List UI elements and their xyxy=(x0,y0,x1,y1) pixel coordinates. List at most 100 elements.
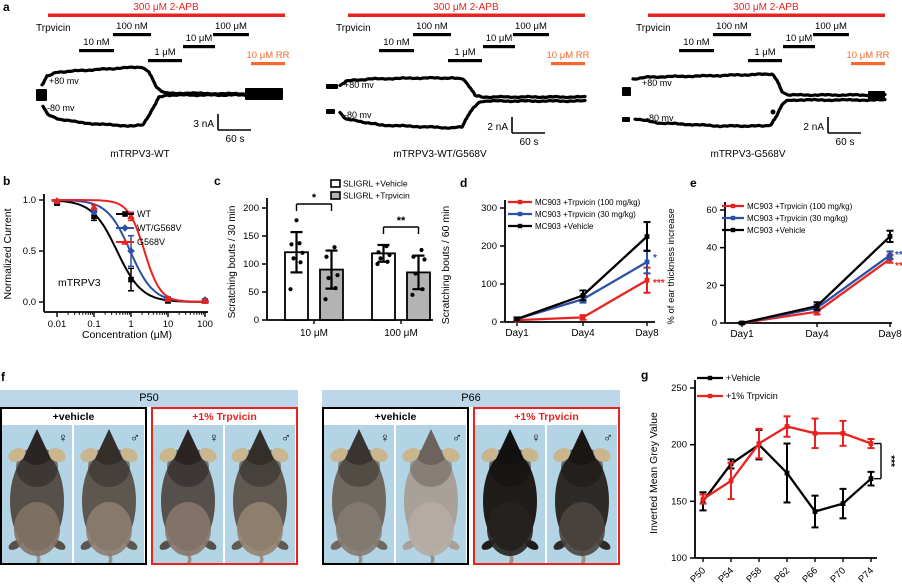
data-point xyxy=(333,285,338,291)
mouse-photo: ♂ xyxy=(74,425,144,563)
concentration-bar xyxy=(448,59,482,63)
data-point xyxy=(376,250,381,255)
concentration-bar xyxy=(379,49,414,53)
rr-bar xyxy=(251,62,285,66)
legend-label: WT/G568V xyxy=(137,223,182,233)
trace-negative xyxy=(633,97,887,129)
trace-block xyxy=(622,87,631,96)
data-point xyxy=(410,292,415,297)
y-axis-title: % of ear thickness increase xyxy=(666,208,677,324)
marker xyxy=(644,259,650,265)
marker xyxy=(784,470,790,476)
mouse-rump xyxy=(165,502,211,556)
treatment-label: +1% Trpvicin xyxy=(514,411,579,423)
apb-label: 300 μM 2-APB xyxy=(433,2,499,13)
marker xyxy=(730,203,736,209)
panel-label-g: g xyxy=(641,368,649,382)
marker xyxy=(164,295,172,302)
concentration-bar xyxy=(513,33,549,37)
legend-label: MC903 +Trpvicin (100 mg/kg) xyxy=(535,198,641,207)
legend-label: G568V xyxy=(137,237,165,247)
panel-label-a: a xyxy=(3,0,10,14)
significance-label: *** xyxy=(885,455,896,467)
panel-label-d: d xyxy=(460,176,468,190)
scale-current-label: 2 nA xyxy=(487,122,508,133)
y-tick-label: 200 xyxy=(243,203,259,214)
marker xyxy=(868,476,874,482)
data-point xyxy=(326,275,331,281)
concentration-label: 10 μM xyxy=(486,33,513,44)
apb-bar xyxy=(348,13,585,17)
marker xyxy=(887,233,893,239)
y-tick-label: 200 xyxy=(671,440,687,451)
concentration-label: 100 nM xyxy=(116,21,148,32)
mouse-ear xyxy=(481,447,499,463)
data-point xyxy=(413,271,418,276)
marker xyxy=(840,501,846,506)
drug-label: Trpvicin xyxy=(36,23,71,34)
legend-label: MC903 +Trpvicin (30 mg/kg) xyxy=(535,210,636,219)
mouse-photo: ♀ xyxy=(324,425,394,563)
significance-label: *** xyxy=(895,250,902,261)
scale-time-label: 60 s xyxy=(226,134,245,145)
concentration-bar xyxy=(813,33,849,37)
marker xyxy=(728,478,734,484)
x-tick-label: 10 μM xyxy=(300,328,328,339)
mouse-head xyxy=(95,429,123,465)
data-point xyxy=(385,259,390,264)
concentration-label: 100 μM xyxy=(215,21,247,32)
concentration-label: 1 μM xyxy=(754,47,775,58)
x-tick-label: Day4 xyxy=(571,328,595,339)
mouse-ear xyxy=(231,447,249,463)
panel-label-c: c xyxy=(214,174,221,188)
trace-negative xyxy=(41,92,248,128)
marker xyxy=(756,441,762,446)
concentration-bar xyxy=(713,33,751,37)
mouse-ear xyxy=(120,447,138,463)
x-tick-label: Day8 xyxy=(878,329,902,340)
mouse-rump xyxy=(559,502,605,556)
treatment-subpanel: +vehicle ♀ ♂ xyxy=(322,407,469,565)
concentration-bar xyxy=(748,59,782,63)
mouse-head xyxy=(568,429,596,465)
apb-bar xyxy=(48,13,285,17)
y-axis-title: Normalized Current xyxy=(2,208,14,299)
marker xyxy=(784,424,790,429)
sex-symbol: ♀ xyxy=(58,430,68,445)
x-axis-title: Concentration (μM) xyxy=(82,329,172,341)
y-tick-label: 1.0 xyxy=(23,195,36,206)
concentration-label: 100 nM xyxy=(716,21,748,32)
data-point xyxy=(288,287,293,292)
concentration-label: 10 nM xyxy=(683,37,709,48)
marker xyxy=(121,238,129,245)
y-tick-label: 20 xyxy=(706,280,717,291)
y-tick-label: 0.0 xyxy=(23,297,36,308)
panel-label-b: b xyxy=(3,174,11,188)
drug-label: Trpvicin xyxy=(336,23,371,34)
concentration-bar xyxy=(679,49,714,53)
y-tick-label: 150 xyxy=(243,231,259,242)
marker xyxy=(707,375,713,381)
data-point xyxy=(378,256,383,261)
marker xyxy=(700,496,706,502)
mouse-ear xyxy=(370,447,388,463)
marker xyxy=(53,197,61,204)
scale-time-label: 60 s xyxy=(836,137,855,148)
marker xyxy=(517,211,523,217)
panel-label-f: f xyxy=(1,370,5,384)
marker xyxy=(868,441,874,446)
mouse-ear xyxy=(80,447,98,463)
trace-panel-mtrpv3-wt-g568v: 300 μM 2-APB Trpvicin 10 nM 100 nM 1 μM 10 μM… xyxy=(326,2,590,160)
photo-row: ♀ ♂ xyxy=(324,425,467,563)
sex-symbol: ♀ xyxy=(380,430,390,445)
significance-label: * xyxy=(653,253,657,264)
mouse-head xyxy=(496,429,524,465)
concentration-bar xyxy=(783,45,815,49)
sex-symbol: ♀ xyxy=(531,430,541,445)
mouse-photo: ♀ xyxy=(2,425,72,563)
x-tick-label: Day1 xyxy=(730,329,754,340)
marker xyxy=(812,430,818,436)
x-tick-label: 10 xyxy=(163,319,174,330)
marker xyxy=(127,212,135,220)
sex-symbol: ♂ xyxy=(130,430,140,445)
